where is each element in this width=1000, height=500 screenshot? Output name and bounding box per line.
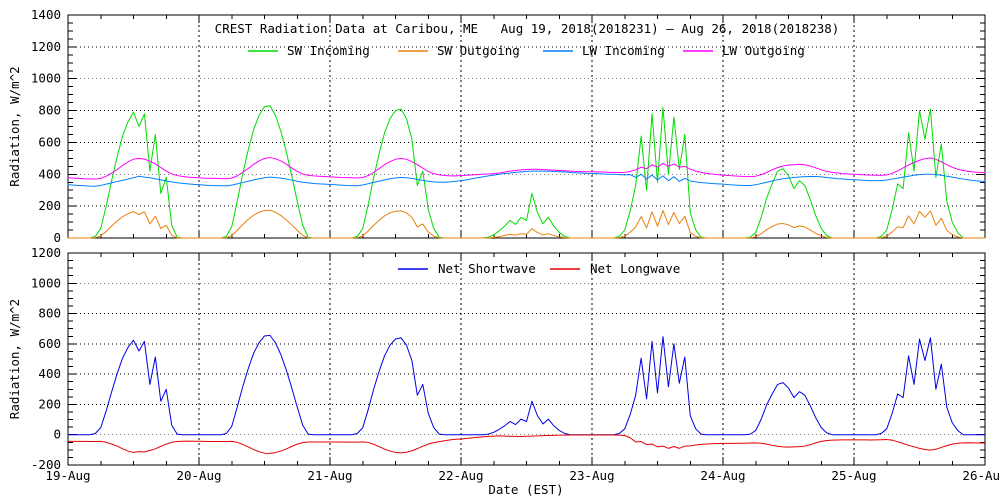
bottom-y-tick-label: -200	[31, 457, 61, 472]
bottom-y-tick-label: 400	[38, 366, 61, 381]
series-line-lw-incoming	[67, 170, 986, 187]
top-y-tick-label: 0	[53, 230, 61, 245]
legend-label-lw-incoming: LW Incoming	[582, 43, 665, 58]
x-tick-label: 24-Aug	[700, 468, 745, 483]
bottom-y-tick-label: 1200	[31, 245, 61, 260]
legend-label-net-longwave: Net Longwave	[590, 261, 680, 276]
bottom-y-tick-label: 0	[53, 427, 61, 442]
top-y-tick-label: 400	[38, 166, 61, 181]
x-axis-title: Date (EST)	[488, 482, 563, 497]
top-y-tick-label: 200	[38, 198, 61, 213]
top-y-tick-label: 1400	[31, 7, 61, 22]
legend-label-net-shortwave: Net Shortwave	[438, 261, 536, 276]
x-tick-label: 22-Aug	[438, 468, 483, 483]
series-line-net-longwave	[67, 434, 986, 454]
series-line-lw-outgoing	[67, 157, 986, 180]
chart-title: CREST Radiation Data at Caribou, ME Aug …	[215, 21, 840, 36]
bottom-y-tick-label: 600	[38, 336, 61, 351]
top-panel-box	[67, 14, 986, 239]
top-y-tick-label: 600	[38, 134, 61, 149]
x-tick-label: 23-Aug	[569, 468, 614, 483]
bottom-panel-box	[67, 252, 986, 466]
top-y-tick-label: 800	[38, 103, 61, 118]
x-tick-label: 26-Aug	[962, 468, 1000, 483]
legend-label-sw-outgoing: SW Outgoing	[437, 43, 520, 58]
bottom-y-tick-label: 1000	[31, 275, 61, 290]
bottom-y-tick-label: 800	[38, 306, 61, 321]
top-panel-y-axis-title: Radiation, W/m^2	[7, 66, 22, 186]
top-y-tick-label: 1000	[31, 71, 61, 86]
x-tick-label: 20-Aug	[176, 468, 221, 483]
x-tick-label: 25-Aug	[831, 468, 876, 483]
legend-label-sw-incoming: SW Incoming	[287, 43, 370, 58]
bottom-panel-y-axis-title: Radiation, W/m^2	[7, 299, 22, 419]
x-tick-label: 19-Aug	[45, 468, 90, 483]
series-line-sw-outgoing	[67, 209, 986, 239]
bottom-y-tick-label: 200	[38, 396, 61, 411]
x-tick-label: 21-Aug	[307, 468, 352, 483]
top-y-tick-label: 1200	[31, 39, 61, 54]
series-line-net-shortwave	[67, 334, 986, 436]
legend-label-lw-outgoing: LW Outgoing	[722, 43, 805, 58]
